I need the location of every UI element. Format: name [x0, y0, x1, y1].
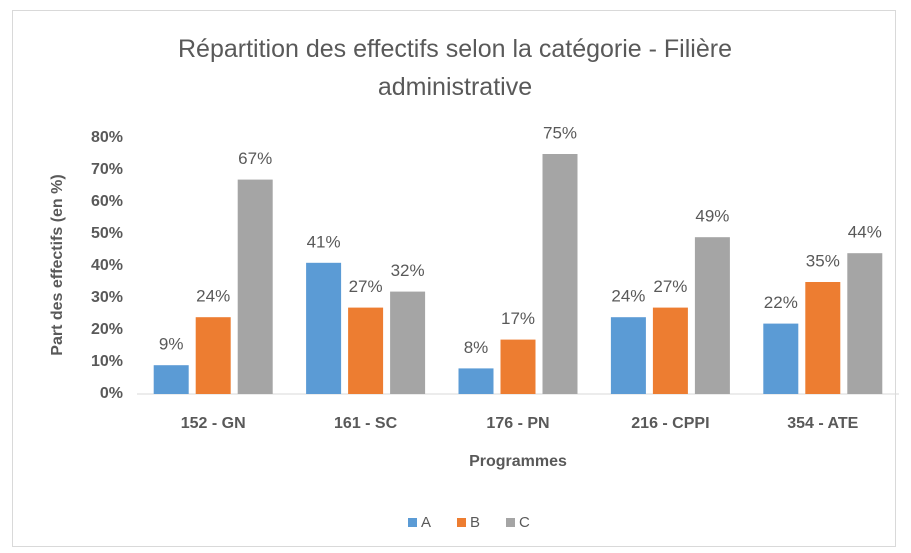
- bar: [652, 307, 688, 394]
- value-label: 24%: [196, 287, 230, 306]
- bar: [390, 291, 426, 394]
- y-tick-label: 30%: [91, 289, 123, 306]
- legend-swatch: [506, 518, 515, 527]
- value-label: 67%: [238, 149, 272, 168]
- y-axis-title: Part des effectifs (en %): [49, 174, 66, 355]
- legend-label: A: [421, 514, 431, 531]
- bar: [306, 262, 342, 394]
- legend-swatch: [408, 518, 417, 527]
- bar: [348, 307, 384, 394]
- value-label: 17%: [501, 309, 535, 328]
- value-label: 22%: [764, 293, 798, 312]
- y-tick-label: 0%: [100, 385, 123, 402]
- bar: [847, 253, 883, 394]
- value-label: 24%: [611, 287, 645, 306]
- x-tick-label: 354 - ATE: [787, 415, 858, 432]
- y-tick-label: 70%: [91, 161, 123, 178]
- y-tick-label: 50%: [91, 225, 123, 242]
- value-label: 27%: [349, 277, 383, 296]
- bar: [195, 317, 231, 394]
- value-label: 44%: [848, 223, 882, 242]
- legend-swatch: [457, 518, 466, 527]
- y-tick-label: 20%: [91, 321, 123, 338]
- legend-label: B: [470, 514, 480, 531]
- bar: [542, 154, 578, 394]
- bar: [458, 368, 494, 394]
- bar: [237, 179, 273, 394]
- bar: [610, 317, 646, 394]
- value-label: 35%: [806, 251, 840, 270]
- value-label: 41%: [307, 232, 341, 251]
- x-tick-label: 176 - PN: [486, 415, 549, 432]
- x-tick-label: 152 - GN: [181, 415, 246, 432]
- bar: [153, 365, 189, 394]
- y-tick-label: 10%: [91, 353, 123, 370]
- chart-title: Répartition des effectifs selon la catég…: [178, 35, 732, 101]
- value-label: 8%: [464, 338, 489, 357]
- value-label: 32%: [391, 261, 425, 280]
- value-label: 27%: [653, 277, 687, 296]
- y-tick-label: 60%: [91, 193, 123, 210]
- value-label: 75%: [543, 123, 577, 142]
- x-tick-label: 161 - SC: [334, 415, 398, 432]
- bar: [763, 323, 799, 394]
- legend-label: C: [519, 514, 530, 531]
- y-tick-label: 80%: [91, 129, 123, 146]
- bar: [500, 339, 536, 394]
- x-tick-label: 216 - CPPI: [631, 415, 709, 432]
- bar: [805, 282, 841, 394]
- chart-frame: [12, 10, 896, 547]
- value-label: 49%: [695, 207, 729, 226]
- x-axis-title: Programmes: [469, 453, 567, 470]
- bar: [694, 237, 730, 394]
- y-tick-label: 40%: [91, 257, 123, 274]
- value-label: 9%: [159, 335, 184, 354]
